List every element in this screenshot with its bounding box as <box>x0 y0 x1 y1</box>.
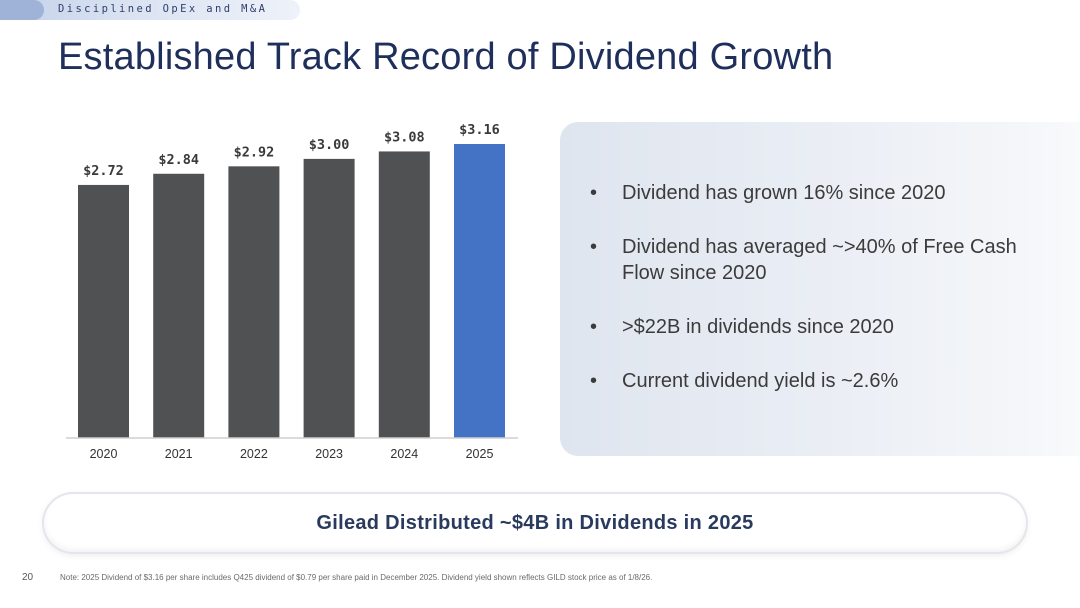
bar-2023 <box>303 158 355 438</box>
x-tick-label-2020: 2020 <box>90 447 118 461</box>
section-label: Disciplined OpEx and M&A <box>58 3 268 15</box>
section-tab-accent <box>0 0 44 20</box>
callout-banner: Gilead Distributed ~$4B in Dividends in … <box>44 494 1026 552</box>
bar-2024 <box>378 151 430 438</box>
x-tick-label-2024: 2024 <box>390 447 418 461</box>
dividend-bar-chart: $2.72 2020 $2.84 2021 $2.92 2022 $3.00 2023 $3.0… <box>66 122 518 461</box>
x-tick-label-2021: 2021 <box>165 447 193 461</box>
bar-value-label-2025: $3.16 <box>459 122 500 138</box>
bullet-item: Dividend has averaged ~>40% of Free Cash… <box>590 234 1040 286</box>
bar-value-label-2021: $2.84 <box>158 152 199 168</box>
bullet-item: Dividend has grown 16% since 2020 <box>590 180 1040 206</box>
bar-value-label-2020: $2.72 <box>83 163 124 179</box>
bar-2022 <box>228 166 280 439</box>
bar-value-label-2023: $3.00 <box>309 137 350 153</box>
bullet-item: Current dividend yield is ~2.6% <box>590 368 1040 394</box>
x-tick-label-2025: 2025 <box>466 447 494 461</box>
section-tab: Disciplined OpEx and M&A <box>0 0 300 20</box>
bar-2020 <box>78 184 129 438</box>
x-tick-label-2022: 2022 <box>240 447 268 461</box>
x-tick-label-2023: 2023 <box>315 447 343 461</box>
page-title: Established Track Record of Dividend Gro… <box>58 36 834 78</box>
bullet-list: Dividend has grown 16% since 2020 Divide… <box>590 180 1040 422</box>
bullet-item: >$22B in dividends since 2020 <box>590 314 1040 340</box>
footnote: Note: 2025 Dividend of $3.16 per share i… <box>60 573 653 582</box>
callout-text: Gilead Distributed ~$4B in Dividends in … <box>316 511 754 534</box>
bar-value-label-2022: $2.92 <box>234 144 275 160</box>
bullets-panel <box>560 122 1080 456</box>
bar-value-label-2024: $3.08 <box>384 129 425 145</box>
bar-2025 <box>454 144 505 438</box>
page-number: 20 <box>22 572 34 583</box>
bar-2021 <box>153 173 205 438</box>
